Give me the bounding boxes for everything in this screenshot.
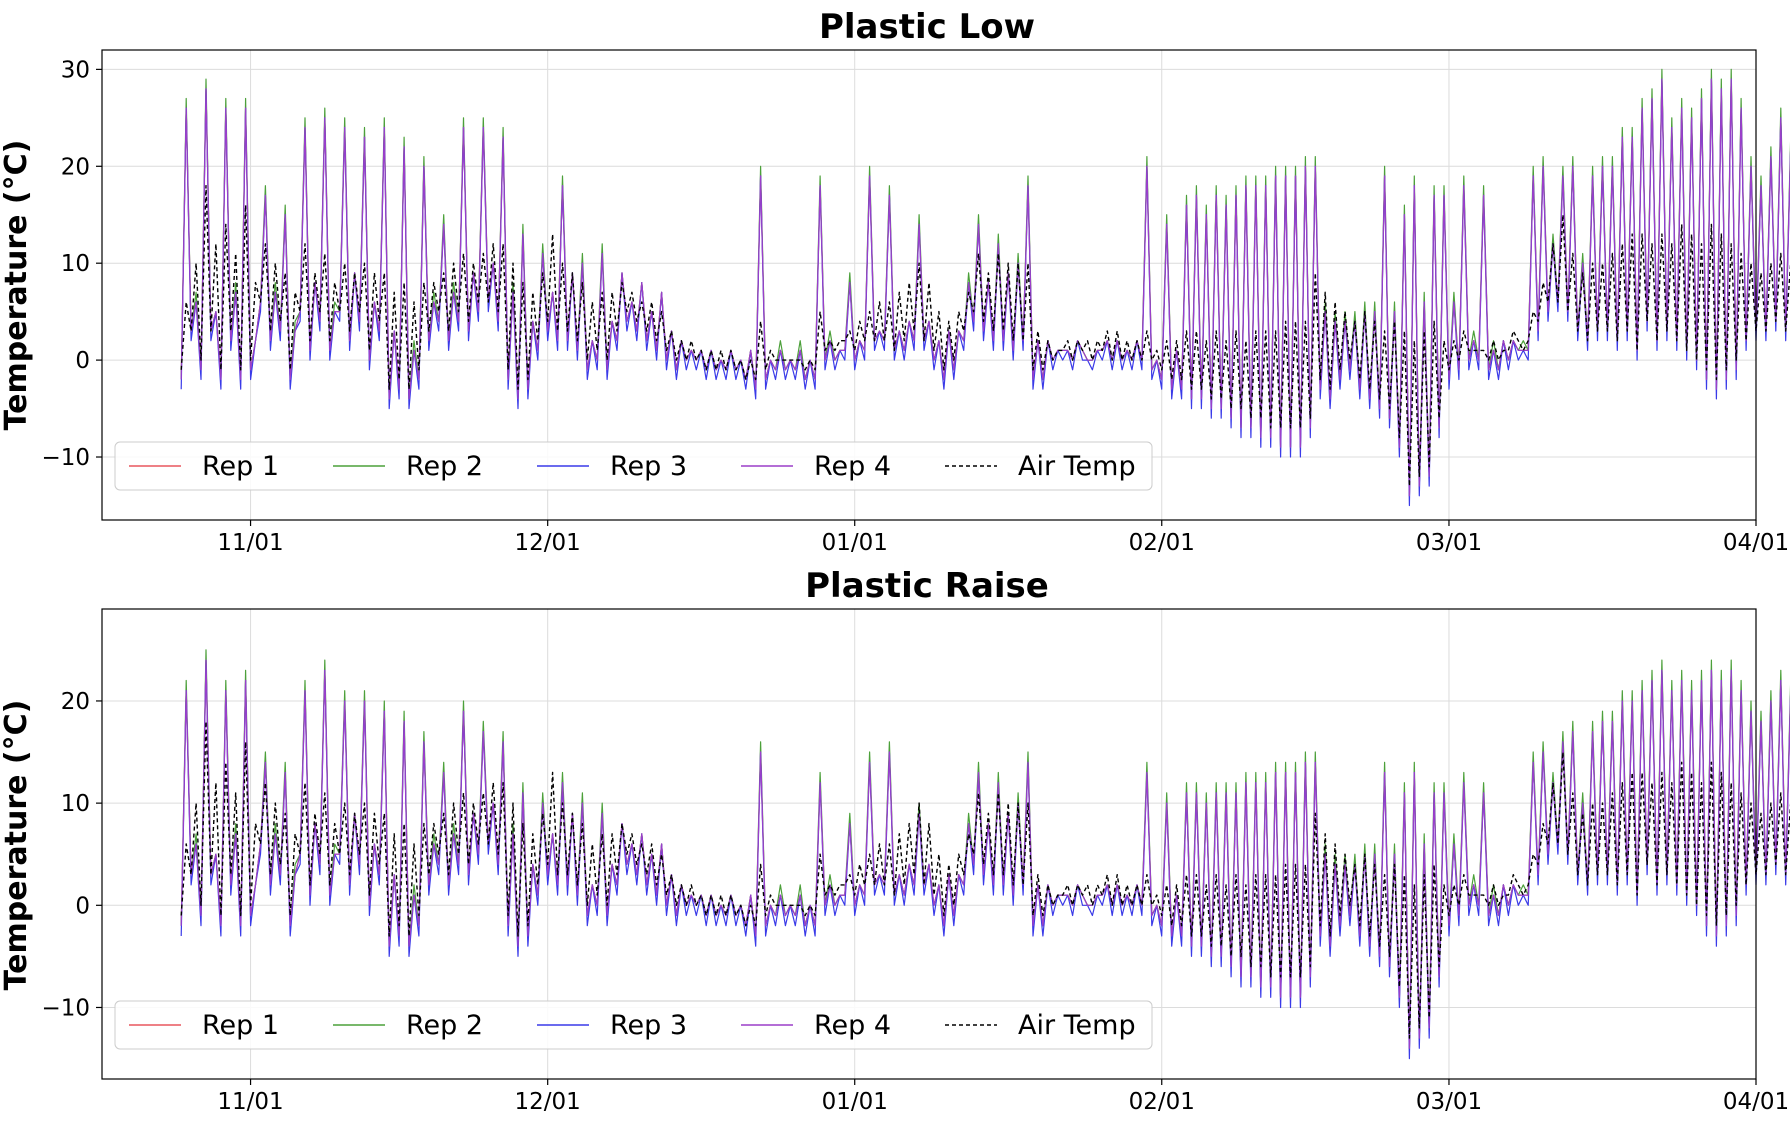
legend-label: Rep 1 <box>202 451 279 482</box>
plastic-low-panel: Plastic Low Temperature (°C) −100102030 … <box>0 7 1790 556</box>
series-lines <box>180 649 1790 1060</box>
y-tick-labels: −10 0 10 20 <box>41 689 102 1021</box>
x-tick-label: 03/01 <box>1416 1089 1482 1115</box>
y-tick-label: 20 <box>61 689 90 715</box>
y-tick-label: 20 <box>61 154 90 180</box>
legend-box <box>114 1000 1153 1050</box>
y-tick-label: 0 <box>75 893 90 919</box>
y-tick-label: −10 <box>41 445 90 471</box>
legend-box <box>114 441 1153 491</box>
legend: Rep 1 Rep 2 Rep 3 Rep 4 Air Temp <box>114 1000 1153 1050</box>
x-tick-label: 04/01 <box>1723 530 1789 556</box>
legend-label: Rep 4 <box>814 1010 891 1041</box>
legend-label: Rep 1 <box>202 1010 279 1041</box>
legend-label: Rep 4 <box>814 451 891 482</box>
series-line-rep-2 <box>180 68 1790 497</box>
legend: Rep 1 Rep 2 Rep 3 Rep 4 Air Temp <box>114 441 1153 491</box>
chart-title: Plastic Raise <box>805 566 1049 606</box>
series-line-air-temp <box>180 185 1790 487</box>
plot-frame <box>101 608 1757 1080</box>
chart-title: Plastic Low <box>819 7 1035 47</box>
x-tick-label: 11/01 <box>217 1089 283 1115</box>
x-tick-labels: 11/01 12/01 01/01 02/01 03/01 04/01 <box>217 1079 1789 1115</box>
y-tick-label: 10 <box>61 251 90 277</box>
plastic-raise-panel: Plastic Raise Temperature (°C) −1001020 … <box>0 566 1790 1115</box>
y-axis-label: Temperature (°C) <box>0 700 34 991</box>
legend-label: Rep 2 <box>406 1010 483 1041</box>
x-tick-label: 01/01 <box>822 1089 888 1115</box>
legend-label: Rep 3 <box>610 1010 687 1041</box>
y-tick-label: −10 <box>41 995 90 1021</box>
series-line-rep-1 <box>180 78 1790 497</box>
y-tick-label: 10 <box>61 791 90 817</box>
x-tick-labels: 11/01 12/01 01/01 02/01 03/01 04/01 <box>217 520 1789 556</box>
legend-label: Rep 3 <box>610 451 687 482</box>
y-axis-label: Temperature (°C) <box>0 140 34 431</box>
x-tick-label: 01/01 <box>822 530 888 556</box>
x-tick-label: 11/01 <box>217 530 283 556</box>
x-tick-label: 12/01 <box>515 530 581 556</box>
legend-label: Air Temp <box>1018 451 1136 482</box>
series-line-rep-4 <box>180 78 1790 497</box>
series-line-air-temp <box>180 720 1790 1039</box>
y-tick-label: 30 <box>61 57 90 83</box>
y-tick-label: 0 <box>75 348 90 374</box>
x-tick-label: 03/01 <box>1416 530 1482 556</box>
legend-label: Air Temp <box>1018 1010 1136 1041</box>
x-tick-label: 12/01 <box>515 1089 581 1115</box>
x-tick-label: 02/01 <box>1129 1089 1195 1115</box>
legend-label: Rep 2 <box>406 451 483 482</box>
plot-frame <box>101 49 1757 521</box>
y-tick-labels: −10 0 10 20 30 <box>41 57 102 471</box>
series-lines <box>180 68 1790 507</box>
x-tick-label: 04/01 <box>1723 1089 1789 1115</box>
x-tick-label: 02/01 <box>1129 530 1195 556</box>
